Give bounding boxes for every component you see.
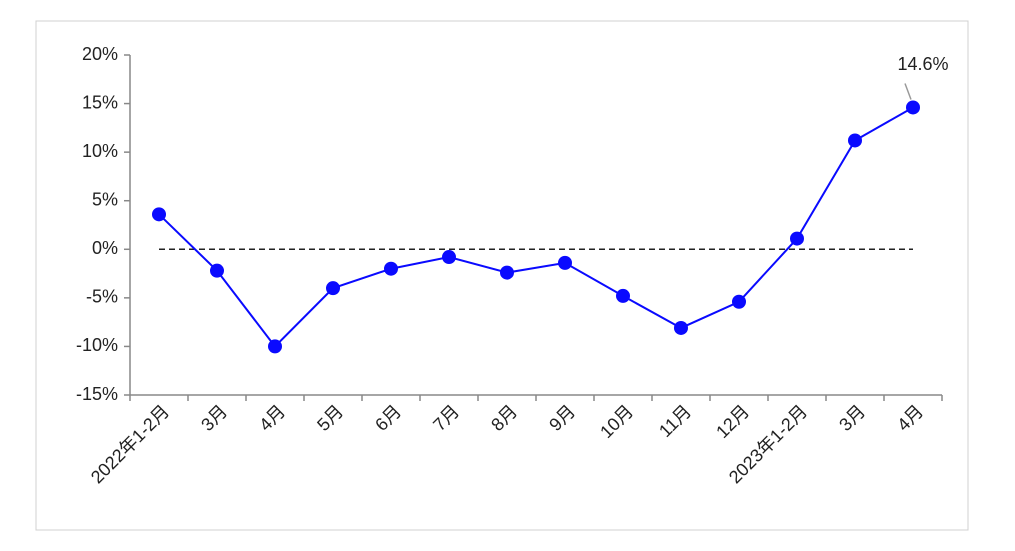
data-label: 14.6% xyxy=(897,54,948,74)
x-tick-label: 4月 xyxy=(893,401,927,435)
x-tick-label: 5月 xyxy=(313,401,347,435)
chart-frame xyxy=(35,20,969,531)
data-point xyxy=(674,320,688,335)
x-tick-label: 7月 xyxy=(429,401,463,435)
y-tick-label: 5% xyxy=(92,189,118,209)
x-tick-label: 12月 xyxy=(712,401,753,442)
data-point xyxy=(326,281,340,296)
x-tick-label: 3月 xyxy=(835,401,869,435)
y-tick-label: 0% xyxy=(92,238,118,258)
x-tick-label: 10月 xyxy=(596,401,637,442)
x-tick-label: 3月 xyxy=(197,401,231,435)
data-point xyxy=(210,263,224,278)
x-tick-label: 6月 xyxy=(371,401,405,435)
y-tick-label: 15% xyxy=(82,92,118,112)
x-tick-label: 11月 xyxy=(655,401,695,441)
x-tick-label: 9月 xyxy=(545,401,579,435)
data-point xyxy=(848,133,862,148)
x-tick-label: 2022年1-2月 xyxy=(87,401,173,487)
data-line xyxy=(158,106,914,348)
data-point xyxy=(906,100,920,115)
y-tick-label: -5% xyxy=(86,287,118,307)
x-tick-label: 8月 xyxy=(487,401,521,435)
data-point xyxy=(616,288,630,303)
y-tick-label: -15% xyxy=(76,384,118,404)
y-tick-label: -10% xyxy=(76,335,118,355)
data-point xyxy=(732,294,746,309)
data-point xyxy=(268,339,282,354)
y-tick-label: 10% xyxy=(82,141,118,161)
data-point xyxy=(790,231,804,246)
data-point xyxy=(152,207,166,222)
data-point xyxy=(384,261,398,276)
data-point xyxy=(442,250,456,265)
data-point xyxy=(500,265,514,280)
x-tick-label: 4月 xyxy=(255,401,289,435)
y-tick-label: 20% xyxy=(82,44,118,64)
data-point xyxy=(558,255,572,270)
label-leader xyxy=(904,83,912,100)
